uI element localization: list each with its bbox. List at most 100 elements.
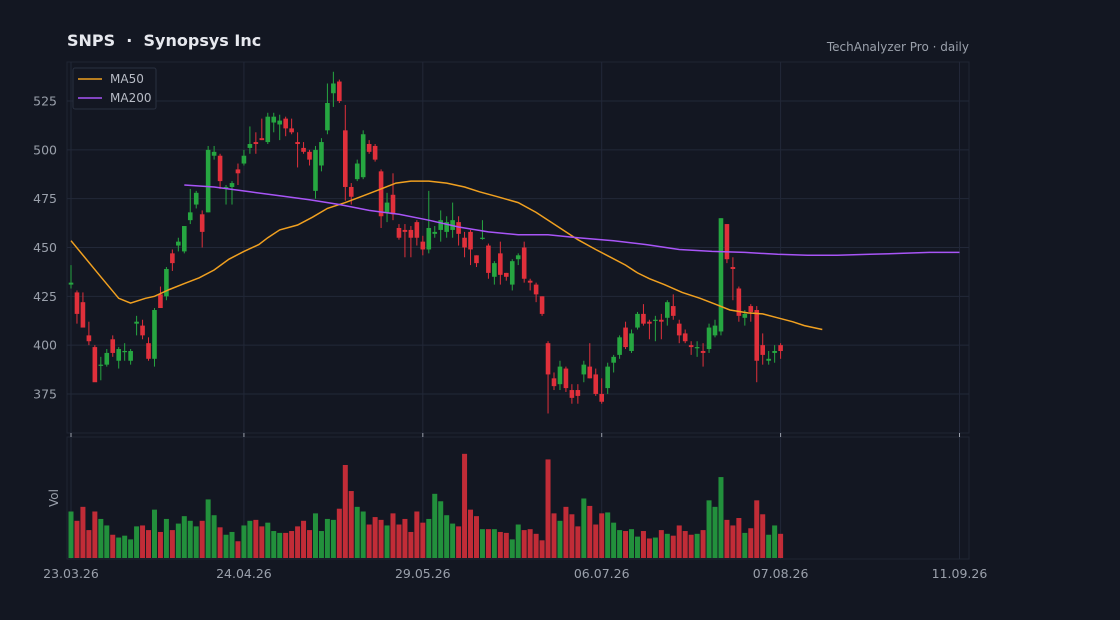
candle [778, 343, 783, 359]
candle [110, 335, 116, 357]
volume-bar [277, 532, 283, 558]
volume-bar [378, 519, 384, 558]
volume-bar [187, 520, 193, 558]
volume-bar [122, 535, 128, 558]
volume-bar [479, 529, 485, 558]
candle [563, 366, 569, 392]
volume-bar [324, 518, 330, 558]
candle-body [152, 309, 157, 359]
candle-body [533, 284, 539, 295]
candle [760, 333, 766, 365]
candle-body [390, 194, 396, 215]
candle-body [778, 345, 783, 351]
legend-label: MA200 [110, 91, 151, 105]
candle [283, 116, 288, 137]
candle-body [307, 151, 312, 160]
volume-bar [676, 525, 682, 558]
candle [170, 249, 175, 271]
candle [498, 241, 503, 285]
candle [193, 190, 199, 209]
candle [360, 130, 366, 180]
candle [492, 261, 497, 285]
volume-bar [68, 511, 74, 558]
candle [730, 257, 736, 301]
candle [569, 384, 575, 404]
candle [515, 253, 521, 266]
candle-body [456, 222, 461, 234]
candle-body [742, 313, 748, 318]
candle-body [348, 186, 354, 197]
candle-body [98, 364, 104, 366]
volume-bar [384, 525, 390, 558]
candle-body [199, 214, 205, 232]
candle-body [539, 296, 545, 314]
candle-body [241, 155, 247, 164]
candle [766, 350, 771, 365]
volume-bar [444, 515, 450, 558]
candle-body [271, 116, 277, 123]
candle [68, 265, 74, 289]
candle-body [772, 350, 777, 353]
candle-body [122, 350, 127, 353]
candle-body [712, 325, 718, 336]
volume-bar [74, 520, 80, 558]
candle-body [498, 253, 503, 275]
candle [92, 345, 98, 383]
x-tick-label: 29.05.26 [395, 566, 451, 581]
candle [408, 226, 414, 258]
volume-bar [402, 518, 408, 558]
candle-body [360, 134, 366, 178]
candle [116, 347, 122, 369]
candle-body [432, 231, 438, 234]
candle [295, 132, 300, 168]
volume-bar [301, 520, 307, 558]
candle-body [468, 231, 473, 250]
volume-bar [593, 524, 599, 558]
volume-bar [551, 513, 557, 558]
y-tick-label: 450 [33, 240, 57, 255]
volume-bar [372, 517, 378, 558]
volume-bar [772, 525, 778, 558]
candle [74, 290, 80, 324]
candle [444, 216, 449, 238]
volume-bar [539, 540, 545, 558]
volume-bar [146, 530, 152, 558]
volume-bar [318, 531, 324, 558]
volume-bar [348, 491, 354, 558]
candle-body [408, 229, 414, 238]
volume-bar [730, 525, 736, 558]
candle-body [420, 241, 426, 250]
candle [325, 83, 330, 135]
candle [665, 300, 670, 326]
candle-body [462, 237, 467, 248]
candle-body [581, 364, 587, 375]
candle-body [599, 393, 605, 402]
candle-body [265, 116, 271, 143]
volume-bar [396, 524, 402, 558]
candle-body [158, 294, 163, 309]
volume-bar [456, 526, 462, 558]
volume-bar [718, 477, 724, 558]
candle [384, 192, 390, 223]
candle-body [730, 267, 736, 269]
candle-body [342, 130, 348, 187]
candle-body [253, 142, 259, 145]
candle [486, 243, 491, 279]
volume-bar [491, 529, 497, 558]
volume-bar [217, 527, 223, 558]
candles [68, 71, 783, 414]
candle [474, 255, 479, 268]
volume-bar [682, 531, 688, 558]
candle [217, 153, 223, 189]
candle [670, 294, 676, 320]
volume-bar [169, 530, 175, 558]
volume-bar [748, 528, 754, 558]
candle-body [700, 350, 706, 353]
candle [575, 384, 581, 404]
x-tick-label: 06.07.26 [574, 566, 630, 581]
candle [503, 272, 509, 281]
volume-bar [336, 508, 342, 558]
x-tick-label: 24.04.26 [216, 566, 272, 581]
volume-bar [307, 530, 313, 558]
